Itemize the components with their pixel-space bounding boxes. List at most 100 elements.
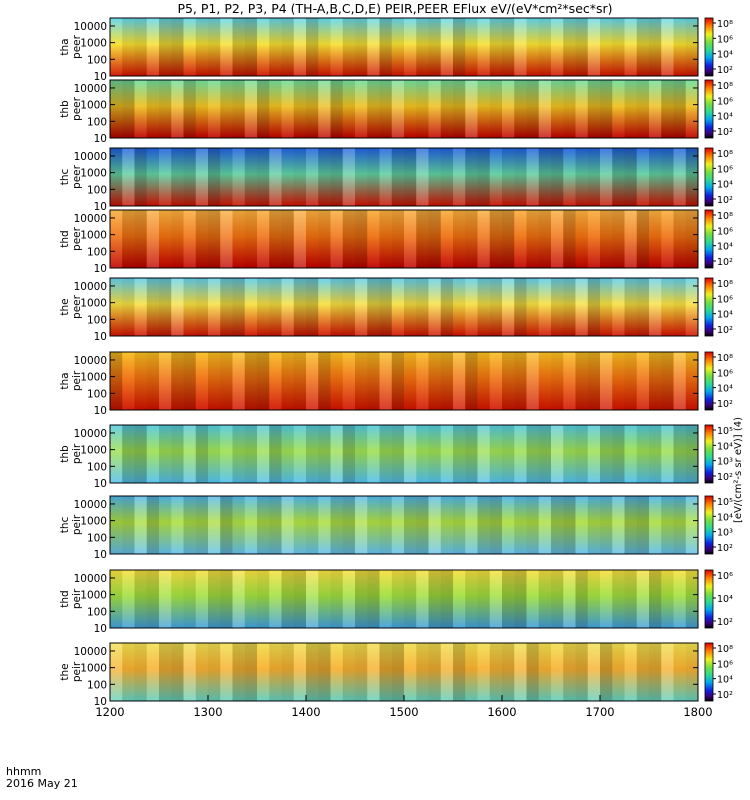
spectrogram-strip <box>440 496 453 554</box>
spectrogram-strip <box>391 80 404 138</box>
spectrogram-strip <box>538 278 551 336</box>
spectrogram-strip <box>122 148 135 206</box>
spectrogram-strip <box>685 643 698 701</box>
spectrogram-strip <box>428 570 441 628</box>
colorbar-tick-label: 10² <box>717 325 733 336</box>
spectrogram-strip <box>404 18 417 76</box>
spectrogram-strip <box>453 643 466 701</box>
spectrogram-strip <box>587 496 600 554</box>
spectrogram-strip <box>416 80 429 138</box>
spectrogram-strip <box>257 80 270 138</box>
spectrogram-strip <box>269 80 282 138</box>
spectrogram-strip <box>379 278 392 336</box>
spectrogram-strip <box>367 278 380 336</box>
spectrogram-strip <box>220 18 233 76</box>
spectrogram-strip <box>318 570 331 628</box>
spectrogram-strip <box>110 352 123 410</box>
spectrogram-strip <box>575 80 588 138</box>
spectrogram-strip <box>293 210 306 268</box>
spectrogram-strip <box>563 18 576 76</box>
spectrogram-strip <box>110 278 123 336</box>
spectrogram-strip <box>440 278 453 336</box>
spectrogram-strip <box>306 425 319 483</box>
spectrogram-panel: 10000 1000 100 10 thcpeer 10⁸ 10⁶ 10⁴ 10² <box>59 147 733 213</box>
spectrogram-strip <box>563 278 576 336</box>
spectrogram-strip <box>502 352 515 410</box>
colorbar-tick-label: 10³ <box>717 528 733 539</box>
panel-frame <box>109 209 699 269</box>
spectrogram-strip <box>122 643 135 701</box>
spectrogram-strip <box>293 643 306 701</box>
spectrogram-strip <box>563 496 576 554</box>
spectrogram-strip <box>281 80 294 138</box>
spectrogram-strip <box>391 425 404 483</box>
colorbar <box>704 17 714 77</box>
y-axis-label: thepeir <box>59 661 83 682</box>
spectrogram-strip <box>159 210 172 268</box>
spectrogram-strip <box>281 352 294 410</box>
spectrogram-strip <box>183 643 196 701</box>
spectrogram-strip <box>122 570 135 628</box>
spectrogram-strip <box>293 80 306 138</box>
spectrogram-strip <box>649 210 662 268</box>
colorbar-tick-label: 10⁸ <box>717 19 733 30</box>
spectrogram-strip <box>563 148 576 206</box>
spectrogram-strip <box>110 210 123 268</box>
panel-frame <box>109 17 699 77</box>
spectrogram-strip <box>220 570 233 628</box>
colorbar-tick-label: 10⁴ <box>717 384 733 395</box>
spectrogram-strip <box>575 496 588 554</box>
spectrogram-strip <box>661 643 674 701</box>
y-tick-label: 100 <box>87 532 107 544</box>
spectrogram-strip <box>379 570 392 628</box>
spectrogram-strip <box>551 425 564 483</box>
spectrogram-strip <box>489 643 502 701</box>
spectrogram-strip <box>293 148 306 206</box>
spectrogram-strip <box>526 643 539 701</box>
spectrogram-strip <box>367 570 380 628</box>
spectrogram-strip <box>146 425 159 483</box>
y-tick-label: 10000 <box>74 21 107 33</box>
spectrogram-strip <box>661 352 674 410</box>
y-axis-label: thapeer <box>59 34 83 59</box>
figure-title: P5, P1, P2, P3, P4 (TH-A,B,C,D,E) PEIR,P… <box>177 1 612 16</box>
time-axis-date: 2016 May 21 <box>6 777 78 790</box>
spectrogram-strip <box>306 570 319 628</box>
spectrogram-strip <box>171 80 184 138</box>
spectrogram-strip <box>649 352 662 410</box>
spectrogram-strip <box>342 425 355 483</box>
spectrogram-strip <box>171 643 184 701</box>
spectrogram-strip <box>379 210 392 268</box>
spectrogram-strip <box>551 352 564 410</box>
spectrogram-strip <box>661 18 674 76</box>
spectrogram-strip <box>551 18 564 76</box>
spectrogram-strip <box>502 570 515 628</box>
spectrogram-strip <box>489 80 502 138</box>
spectrogram-strip <box>563 352 576 410</box>
panel-frame <box>109 147 699 207</box>
spectrogram-strip <box>391 643 404 701</box>
spectrogram-strip <box>440 352 453 410</box>
spectrogram-strip <box>477 643 490 701</box>
spectrogram-strip <box>293 570 306 628</box>
spectrogram-strip <box>502 18 515 76</box>
spectrogram-strip <box>183 278 196 336</box>
spectrogram-strip <box>257 643 270 701</box>
spectrogram-strip <box>208 18 221 76</box>
spectrogram-strip <box>440 643 453 701</box>
spectrogram-strip <box>257 18 270 76</box>
spectrogram-strip <box>600 425 613 483</box>
spectrogram-strip <box>404 352 417 410</box>
panel-frame <box>109 424 699 484</box>
spectrogram-strip <box>575 210 588 268</box>
y-tick-label: 100 <box>87 314 107 326</box>
spectrogram-strip <box>342 496 355 554</box>
spectrogram-strip <box>563 643 576 701</box>
colorbar-tick-label: 10⁸ <box>717 353 733 364</box>
y-axis-label: thcpeer <box>59 164 83 189</box>
spectrogram-strip <box>636 496 649 554</box>
spectrogram-strip <box>110 570 123 628</box>
y-tick-label: 10 <box>94 549 107 561</box>
spectrogram-strip <box>636 278 649 336</box>
